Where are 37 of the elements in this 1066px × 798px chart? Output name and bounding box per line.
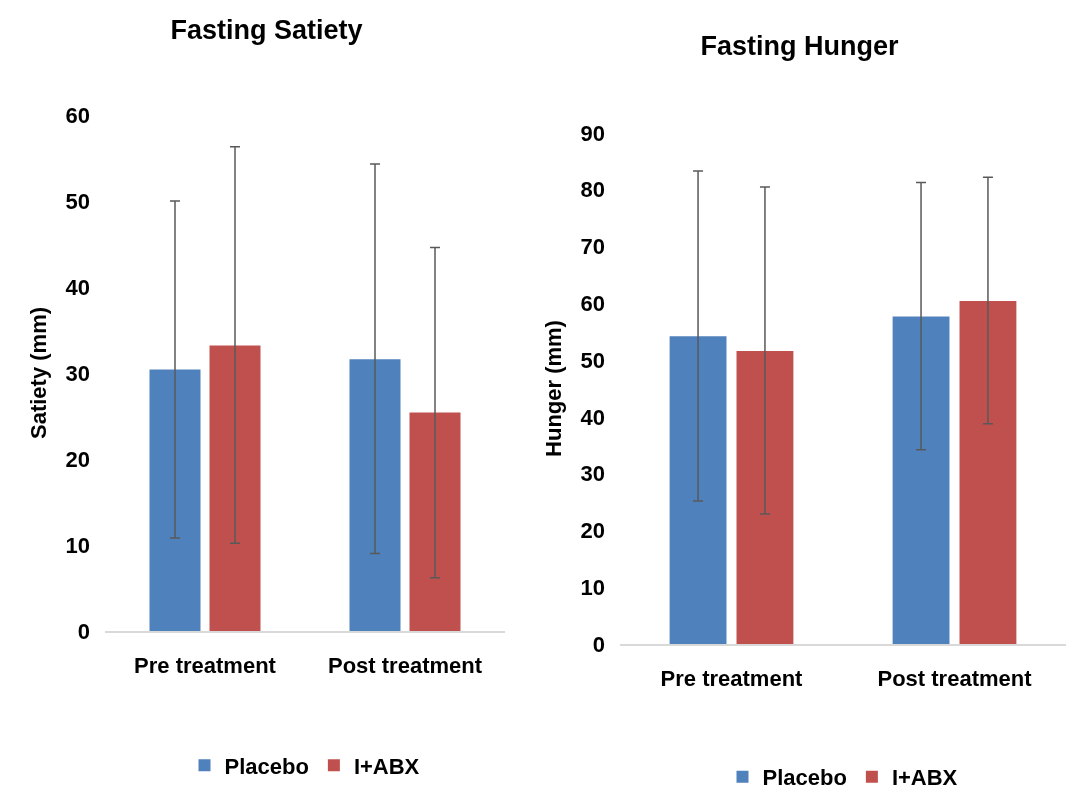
bar — [349, 359, 401, 631]
y-tick-label: 90 — [580, 120, 605, 146]
y-tick-label: 20 — [580, 518, 605, 544]
bar — [736, 351, 794, 644]
y-axis-title: Satiety (mm) — [26, 306, 52, 440]
y-tick-label: 80 — [580, 177, 605, 203]
y-tick-label: 60 — [580, 291, 605, 317]
y-tick-label: 40 — [580, 404, 605, 430]
x-tick-label: Pre treatment — [134, 653, 277, 679]
y-tick-label: 70 — [580, 234, 605, 260]
chart-title: Fasting Satiety — [170, 14, 363, 45]
y-tick-label: 20 — [65, 446, 90, 472]
legend-label: I+ABX — [891, 765, 958, 791]
bar — [959, 301, 1017, 644]
legend-label: Placebo — [224, 753, 309, 779]
y-tick-label: 0 — [592, 631, 605, 657]
y-tick-label: 30 — [65, 360, 90, 386]
y-axis-title: Hunger (mm) — [541, 320, 567, 457]
x-tick-label: Post treatment — [327, 653, 483, 679]
y-tick-label: 10 — [65, 532, 90, 558]
bar — [892, 316, 950, 644]
legend-label: Placebo — [762, 765, 847, 791]
bar — [209, 345, 261, 631]
y-tick-label: 60 — [65, 102, 90, 128]
x-tick-label: Pre treatment — [660, 666, 804, 692]
chart-title: Fasting Hunger — [700, 30, 899, 61]
x-tick-label: Post treatment — [877, 666, 1033, 692]
bar — [409, 412, 461, 631]
y-tick-label: 10 — [580, 574, 605, 600]
bar — [669, 336, 727, 644]
y-tick-label: 50 — [580, 347, 605, 373]
y-tick-label: 50 — [65, 188, 90, 214]
y-tick-label: 40 — [65, 274, 90, 300]
legend-label: I+ABX — [353, 753, 420, 779]
y-tick-label: 0 — [77, 618, 90, 644]
y-tick-label: 30 — [580, 461, 605, 487]
bar — [149, 369, 201, 631]
